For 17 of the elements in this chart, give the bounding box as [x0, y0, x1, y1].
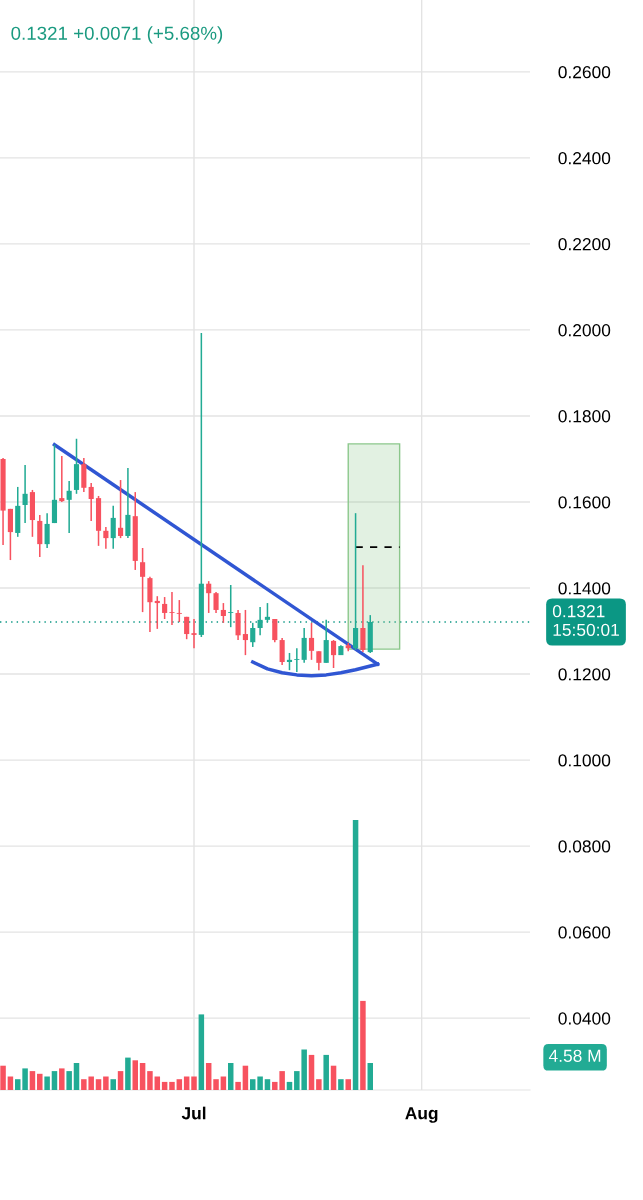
- y-tick-label: 0.1200: [558, 668, 611, 681]
- y-tick-label: 0.1400: [558, 582, 611, 595]
- y-tick-label: 0.2600: [558, 66, 611, 79]
- y-tick-label: 0.2400: [558, 152, 611, 165]
- y-tick-label: 0.1800: [558, 410, 611, 423]
- y-tick-label: 0.0800: [558, 840, 611, 853]
- y-tick-label: 0.1000: [558, 754, 611, 767]
- y-tick-label: 0.2200: [558, 238, 611, 251]
- x-tick-label: Jul: [181, 1106, 206, 1120]
- text: 0.1321 +0.0071 (+5.68%): [11, 26, 223, 44]
- ref-line-label: 0.1321 15:50:01: [552, 605, 619, 637]
- y-tick-label: 0.0600: [558, 926, 611, 939]
- y-tick-label: 0.1600: [558, 496, 611, 509]
- y-tick-label: 0.0400: [558, 1012, 611, 1025]
- y-tick-label: 0.2000: [558, 324, 611, 337]
- x-tick-label: Aug: [405, 1107, 438, 1123]
- text: 4.58 M: [548, 1049, 601, 1062]
